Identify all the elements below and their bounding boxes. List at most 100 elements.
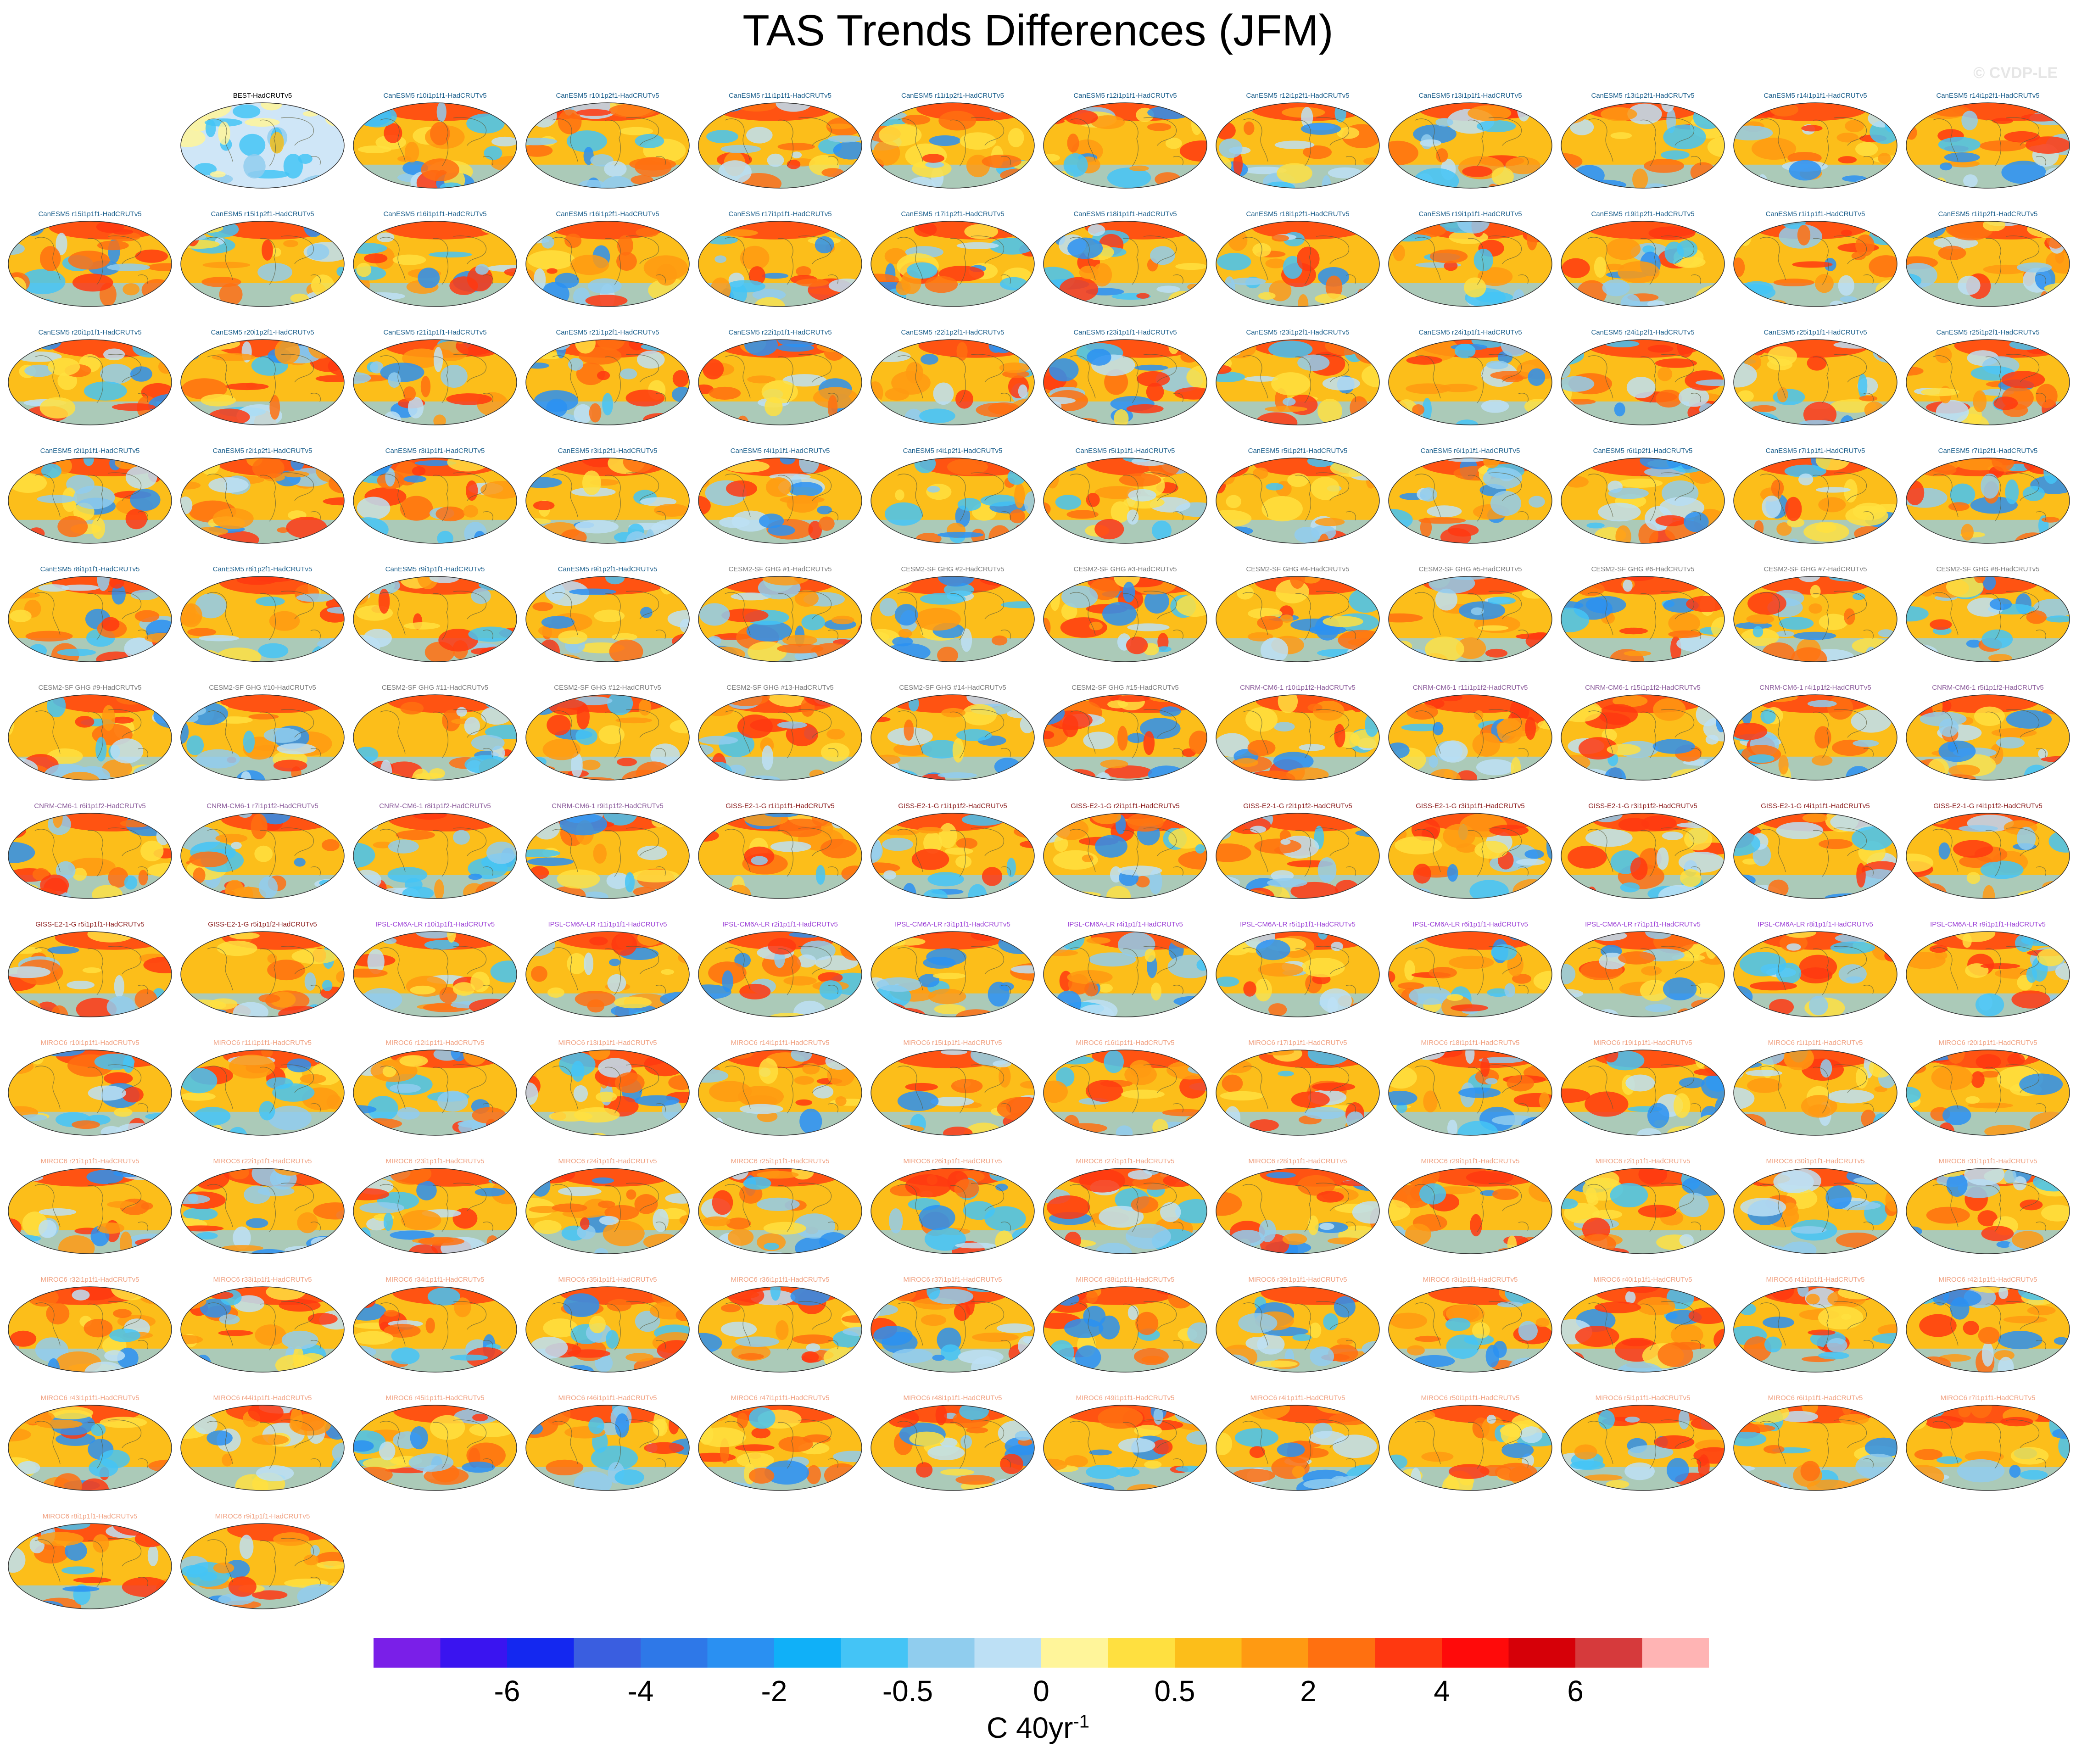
panel-label: CanESM5 r16i1p2f1-HadCRUTv5 xyxy=(556,210,659,218)
colorbar-swatch xyxy=(1041,1638,1108,1668)
map-panel: CanESM5 r17i1p2f1-HadCRUTv5 xyxy=(870,210,1035,309)
map-panel: CESM2-SF GHG #13-HadCRUTv5 xyxy=(698,684,863,783)
colorbar-swatch xyxy=(1308,1638,1375,1668)
panel-label: GISS-E2-1-G r4i1p1f2-HadCRUTv5 xyxy=(1933,802,2043,810)
map-panel: MIROC6 r13i1p1f1-HadCRUTv5 xyxy=(525,1039,690,1138)
map-panel: CanESM5 r9i1p2f1-HadCRUTv5 xyxy=(525,565,690,664)
robinson-map xyxy=(180,1049,345,1136)
robinson-map xyxy=(1906,931,2070,1017)
robinson-map xyxy=(1388,1168,1552,1254)
map-panel: MIROC6 r7i1p1f1-HadCRUTv5 xyxy=(1905,1394,2070,1493)
robinson-map xyxy=(1388,576,1552,662)
colorbar-swatch xyxy=(1442,1638,1509,1668)
panel-label: MIROC6 r43i1p1f1-HadCRUTv5 xyxy=(40,1394,140,1402)
robinson-map xyxy=(8,1286,172,1373)
colorbar-swatch xyxy=(707,1638,775,1668)
panel-label: CESM2-SF GHG #9-HadCRUTv5 xyxy=(38,684,142,692)
panel-label: CNRM-CM6-1 r9i1p1f2-HadCRUTv5 xyxy=(552,802,664,810)
trend-field xyxy=(871,813,1034,899)
robinson-map xyxy=(698,102,862,189)
panel-label: CanESM5 r18i1p1f1-HadCRUTv5 xyxy=(1073,210,1177,218)
robinson-map xyxy=(871,576,1035,662)
panel-label: MIROC6 r24i1p1f1-HadCRUTv5 xyxy=(558,1157,657,1165)
map-panel: CanESM5 r20i1p2f1-HadCRUTv5 xyxy=(180,329,345,428)
robinson-map xyxy=(353,813,517,899)
robinson-map xyxy=(1216,931,1380,1017)
panel-label: CanESM5 r6i1p1f1-HadCRUTv5 xyxy=(1420,447,1520,455)
robinson-map xyxy=(1733,1286,1897,1373)
panel-label: IPSL-CM6A-LR r10i1p1f1-HadCRUTv5 xyxy=(375,921,495,928)
map-panel: MIROC6 r25i1p1f1-HadCRUTv5 xyxy=(698,1157,863,1256)
robinson-map xyxy=(8,931,172,1017)
panel-label: IPSL-CM6A-LR r9i1p1f1-HadCRUTv5 xyxy=(1930,921,2046,928)
map-panel: CanESM5 r13i1p1f1-HadCRUTv5 xyxy=(1388,92,1553,191)
robinson-map xyxy=(1388,931,1552,1017)
robinson-map xyxy=(8,576,172,662)
map-panel: GISS-E2-1-G r3i1p1f2-HadCRUTv5 xyxy=(1560,802,1725,901)
map-panel: CESM2-SF GHG #8-HadCRUTv5 xyxy=(1905,565,2070,664)
colorbar-tick-label: -2 xyxy=(761,1675,787,1708)
map-panel: CanESM5 r12i1p1f1-HadCRUTv5 xyxy=(1043,92,1208,191)
colorbar-swatch xyxy=(440,1638,508,1668)
panel-label: MIROC6 r5i1p1f1-HadCRUTv5 xyxy=(1595,1394,1691,1402)
colorbar-tick-label: 2 xyxy=(1300,1675,1317,1708)
map-panel: CanESM5 r7i1p2f1-HadCRUTv5 xyxy=(1905,447,2070,546)
map-panel: GISS-E2-1-G r5i1p1f1-HadCRUTv5 xyxy=(7,921,173,1020)
trend-field xyxy=(871,932,1034,1017)
panel-label: CESM2-SF GHG #10-HadCRUTv5 xyxy=(209,684,316,692)
map-panel: CanESM5 r1i1p1f1-HadCRUTv5 xyxy=(1733,210,1898,309)
robinson-map xyxy=(1216,576,1380,662)
panel-label: MIROC6 r29i1p1f1-HadCRUTv5 xyxy=(1421,1157,1520,1165)
panel-label: CNRM-CM6-1 r11i1p1f2-HadCRUTv5 xyxy=(1412,684,1528,692)
map-panel: MIROC6 r36i1p1f1-HadCRUTv5 xyxy=(698,1276,863,1375)
trend-field xyxy=(1389,576,1552,662)
map-panel: GISS-E2-1-G r4i1p1f1-HadCRUTv5 xyxy=(1733,802,1898,901)
panel-label: CanESM5 r25i1p2f1-HadCRUTv5 xyxy=(1936,329,2040,336)
panel-label: MIROC6 r23i1p1f1-HadCRUTv5 xyxy=(385,1157,485,1165)
robinson-map xyxy=(353,576,517,662)
panel-label: CESM2-SF GHG #11-HadCRUTv5 xyxy=(381,684,489,692)
map-panel: MIROC6 r34i1p1f1-HadCRUTv5 xyxy=(352,1276,518,1375)
map-panel: MIROC6 r42i1p1f1-HadCRUTv5 xyxy=(1905,1276,2070,1375)
trend-field xyxy=(1734,1287,1897,1372)
panel-label: MIROC6 r19i1p1f1-HadCRUTv5 xyxy=(1593,1039,1692,1047)
panel-label: CNRM-CM6-1 r10i1p1f2-HadCRUTv5 xyxy=(1240,684,1356,692)
robinson-map xyxy=(180,102,345,189)
trend-field xyxy=(353,1168,517,1254)
map-panel: CanESM5 r15i1p2f1-HadCRUTv5 xyxy=(180,210,345,309)
panel-label: MIROC6 r20i1p1f1-HadCRUTv5 xyxy=(1938,1039,2037,1047)
robinson-map xyxy=(1733,221,1897,307)
trend-field xyxy=(353,340,517,425)
map-panel: GISS-E2-1-G r4i1p1f2-HadCRUTv5 xyxy=(1905,802,2070,901)
robinson-map xyxy=(353,102,517,189)
trend-field xyxy=(8,458,172,543)
robinson-map xyxy=(353,931,517,1017)
robinson-map xyxy=(1043,221,1207,307)
map-panel: CESM2-SF GHG #12-HadCRUTv5 xyxy=(525,684,690,783)
panel-label: MIROC6 r37i1p1f1-HadCRUTv5 xyxy=(903,1276,1002,1284)
map-panel: CanESM5 r9i1p1f1-HadCRUTv5 xyxy=(352,565,518,664)
trend-field xyxy=(1734,1050,1897,1135)
robinson-map xyxy=(1733,1049,1897,1136)
map-panel: CanESM5 r24i1p1f1-HadCRUTv5 xyxy=(1388,329,1553,428)
robinson-map xyxy=(525,339,690,425)
panel-label: MIROC6 r34i1p1f1-HadCRUTv5 xyxy=(385,1276,485,1284)
robinson-map xyxy=(180,576,345,662)
robinson-map xyxy=(8,458,172,544)
map-panel: MIROC6 r35i1p1f1-HadCRUTv5 xyxy=(525,1276,690,1375)
panel-label: MIROC6 r38i1p1f1-HadCRUTv5 xyxy=(1076,1276,1175,1284)
panel-label: CanESM5 r3i1p2f1-HadCRUTv5 xyxy=(558,447,658,455)
panel-label: MIROC6 r15i1p1f1-HadCRUTv5 xyxy=(903,1039,1002,1047)
robinson-map xyxy=(525,813,690,899)
robinson-map xyxy=(1906,458,2070,544)
panel-label: IPSL-CM6A-LR r4i1p1f1-HadCRUTv5 xyxy=(1067,921,1183,928)
map-panel: CanESM5 r13i1p2f1-HadCRUTv5 xyxy=(1560,92,1725,191)
map-panel: MIROC6 r19i1p1f1-HadCRUTv5 xyxy=(1560,1039,1725,1138)
robinson-map xyxy=(1906,1049,2070,1136)
robinson-map xyxy=(180,694,345,781)
panel-label: CNRM-CM6-1 r6i1p1f2-HadCRUTv5 xyxy=(34,802,146,810)
panel-label: CanESM5 r13i1p1f1-HadCRUTv5 xyxy=(1418,92,1522,100)
panel-label: CESM2-SF GHG #1-HadCRUTv5 xyxy=(728,565,832,573)
panel-label: GISS-E2-1-G r5i1p1f2-HadCRUTv5 xyxy=(208,921,317,928)
panel-label: MIROC6 r18i1p1f1-HadCRUTv5 xyxy=(1421,1039,1520,1047)
